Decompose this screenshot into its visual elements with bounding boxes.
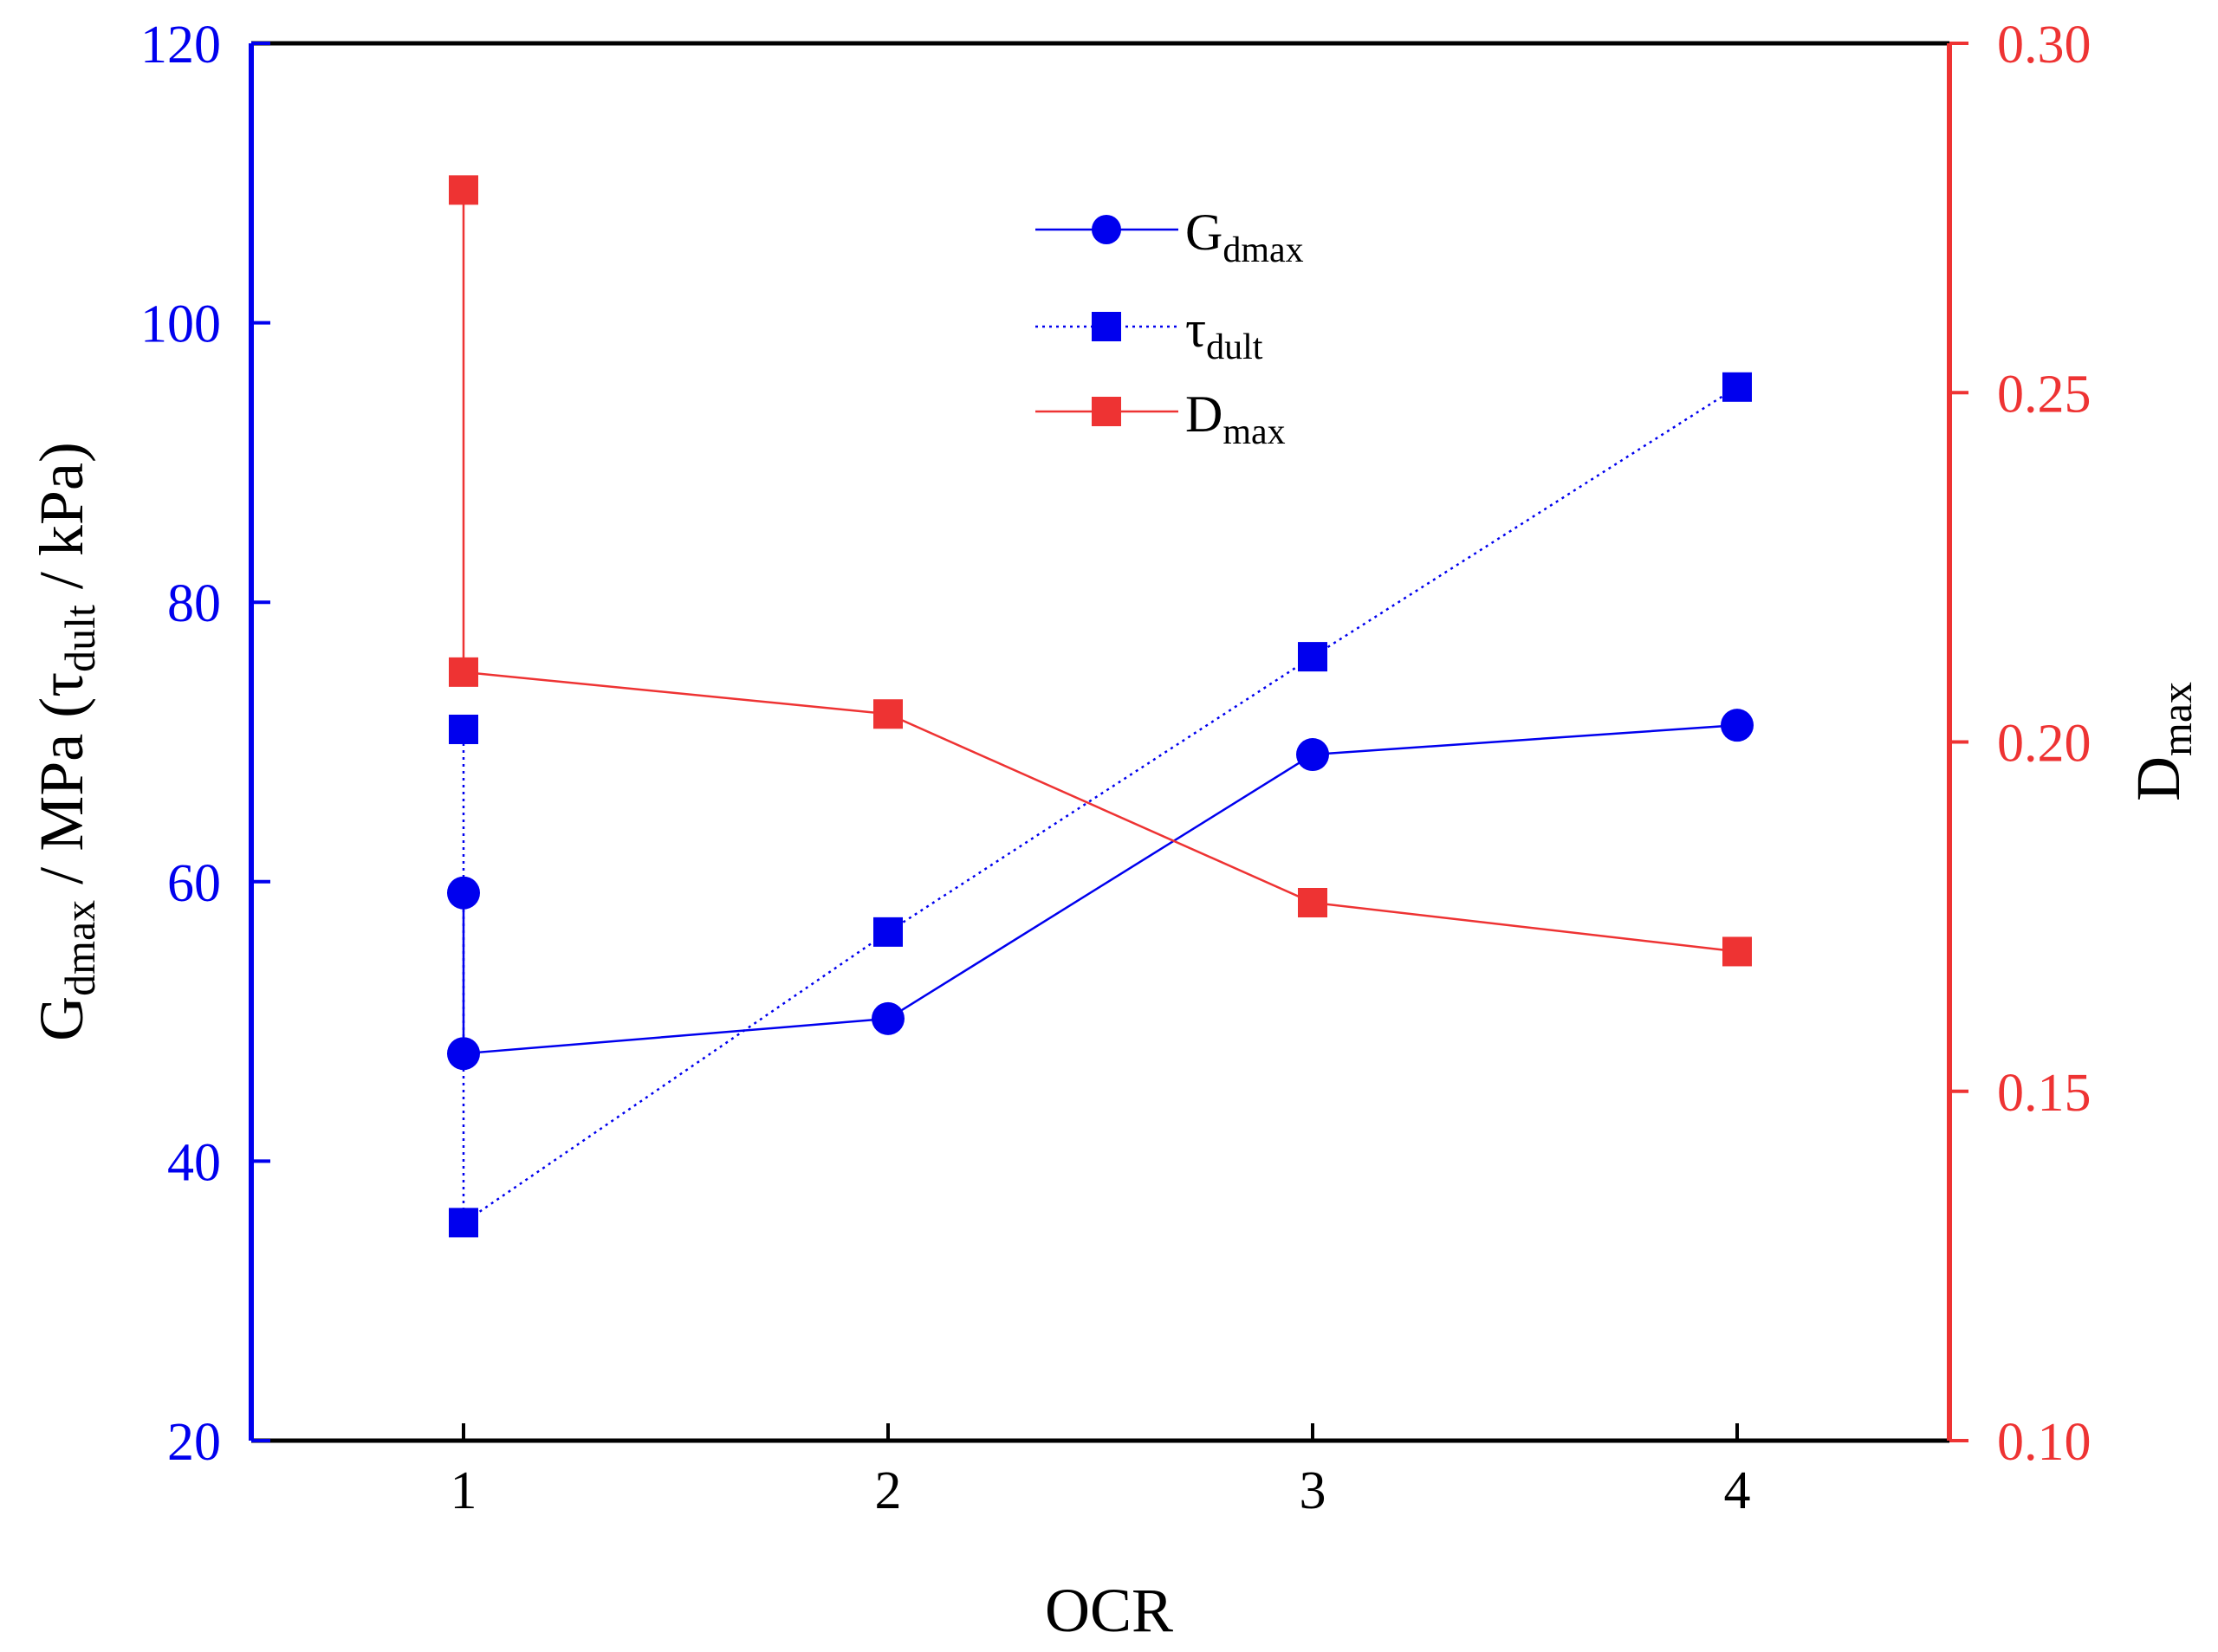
x-tick-label: 3 xyxy=(1300,1461,1326,1520)
data-point xyxy=(449,714,478,744)
data-point xyxy=(449,175,478,205)
right-tick-label: 0.20 xyxy=(1997,715,2092,774)
data-point xyxy=(873,917,903,947)
legend: Gdmax τdult Dmax xyxy=(1035,204,1304,452)
legend-entry-dmax: Dmax xyxy=(1035,385,1286,452)
data-point xyxy=(873,699,903,729)
data-point xyxy=(1298,887,1327,917)
right-axis-ticks: 0.10 0.15 0.20 0.25 0.30 xyxy=(1949,16,2092,1472)
right-tick-label: 0.15 xyxy=(1997,1064,2092,1123)
left-axis-label: Gdmax / MPa (τdult / kPa) xyxy=(27,442,104,1041)
data-point xyxy=(1722,372,1752,402)
x-tick-label: 4 xyxy=(1724,1461,1751,1520)
series-markers xyxy=(447,175,1754,1238)
series-lines xyxy=(462,190,1738,1225)
left-tick-label: 80 xyxy=(167,574,221,633)
left-tick-label: 40 xyxy=(167,1133,221,1192)
data-point xyxy=(872,1001,905,1035)
left-tick-label: 20 xyxy=(167,1413,221,1472)
data-point xyxy=(1298,642,1327,672)
legend-dmax-label: Dmax xyxy=(1185,385,1286,452)
legend-gdmax-label: Gdmax xyxy=(1185,204,1304,270)
x-axis-ticks: 1 2 3 4 xyxy=(451,1423,1751,1520)
data-point xyxy=(447,1037,480,1071)
series-line-dult xyxy=(462,385,1738,1225)
legend-entry-tdult: τdult xyxy=(1035,301,1263,367)
series-line-gdmax xyxy=(462,723,1738,1055)
left-axis-ticks: 20 40 60 80 100 120 xyxy=(140,16,270,1472)
data-point xyxy=(1722,936,1752,967)
left-tick-label: 120 xyxy=(140,16,221,75)
legend-dmax-marker xyxy=(1092,397,1121,426)
x-tick-label: 2 xyxy=(875,1461,902,1520)
right-tick-label: 0.30 xyxy=(1997,16,2092,75)
right-tick-label: 0.10 xyxy=(1997,1413,2092,1472)
right-tick-label: 0.25 xyxy=(1997,365,2092,424)
legend-entry-gdmax: Gdmax xyxy=(1035,204,1304,270)
legend-gdmax-marker xyxy=(1092,215,1121,244)
data-point xyxy=(449,1208,478,1238)
legend-tdult-label: τdult xyxy=(1185,301,1263,367)
x-tick-label: 1 xyxy=(451,1461,477,1520)
series-line-dmax xyxy=(462,190,1738,953)
left-tick-label: 100 xyxy=(140,295,221,354)
data-point xyxy=(1296,738,1329,772)
plot-frame xyxy=(249,41,1952,1443)
right-axis-label: Dmax xyxy=(2124,682,2201,801)
left-tick-label: 60 xyxy=(167,854,221,913)
legend-tdult-marker xyxy=(1092,312,1121,341)
data-point xyxy=(449,657,478,687)
data-point xyxy=(447,876,480,910)
data-point xyxy=(1721,709,1754,742)
x-axis-label: OCR xyxy=(1045,1576,1173,1645)
